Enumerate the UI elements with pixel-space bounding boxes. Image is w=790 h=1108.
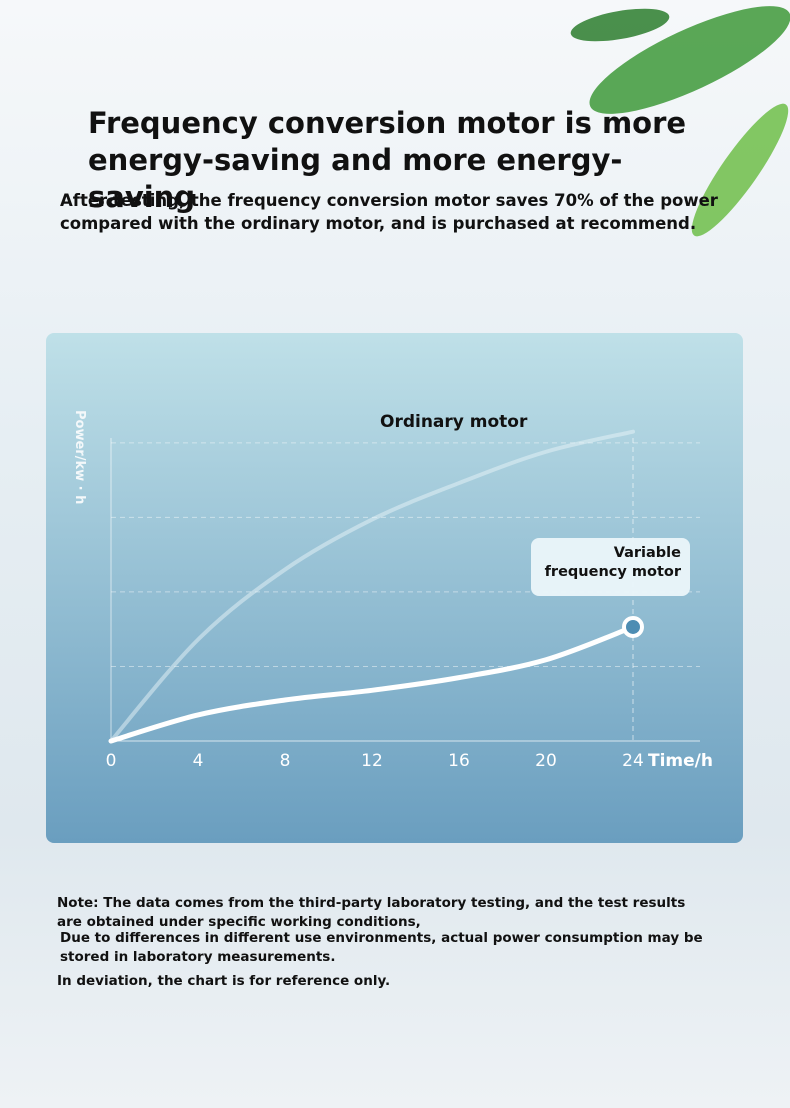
title: Frequency conversion motor is more energ… xyxy=(88,106,687,214)
x-tick-label: 12 xyxy=(361,751,383,771)
subtitle: After testing, the frequency conversion … xyxy=(60,191,718,233)
series-line xyxy=(108,624,636,744)
note: Due to differences in different use envi… xyxy=(60,930,703,965)
series-line xyxy=(109,429,635,743)
leaves xyxy=(570,6,790,237)
chart-panel xyxy=(46,333,743,843)
note: Note: The data comes from the third-part… xyxy=(57,895,686,930)
x-tick-label: 24 xyxy=(622,751,644,771)
y-axis-label: Power/kw · h xyxy=(72,410,87,505)
x-tick-label: 4 xyxy=(193,751,204,771)
note: In deviation, the chart is for reference… xyxy=(57,973,391,989)
x-tick-label: 8 xyxy=(280,751,291,771)
x-axis-label: Time/h xyxy=(648,751,713,771)
x-tick-label: 16 xyxy=(448,751,470,771)
series-label: Ordinary motor xyxy=(380,412,528,432)
series-callout: Variable frequency motor xyxy=(531,538,690,596)
x-tick-label: 20 xyxy=(535,751,557,771)
x-tick-label: 0 xyxy=(106,751,117,771)
end-marker xyxy=(622,615,644,638)
